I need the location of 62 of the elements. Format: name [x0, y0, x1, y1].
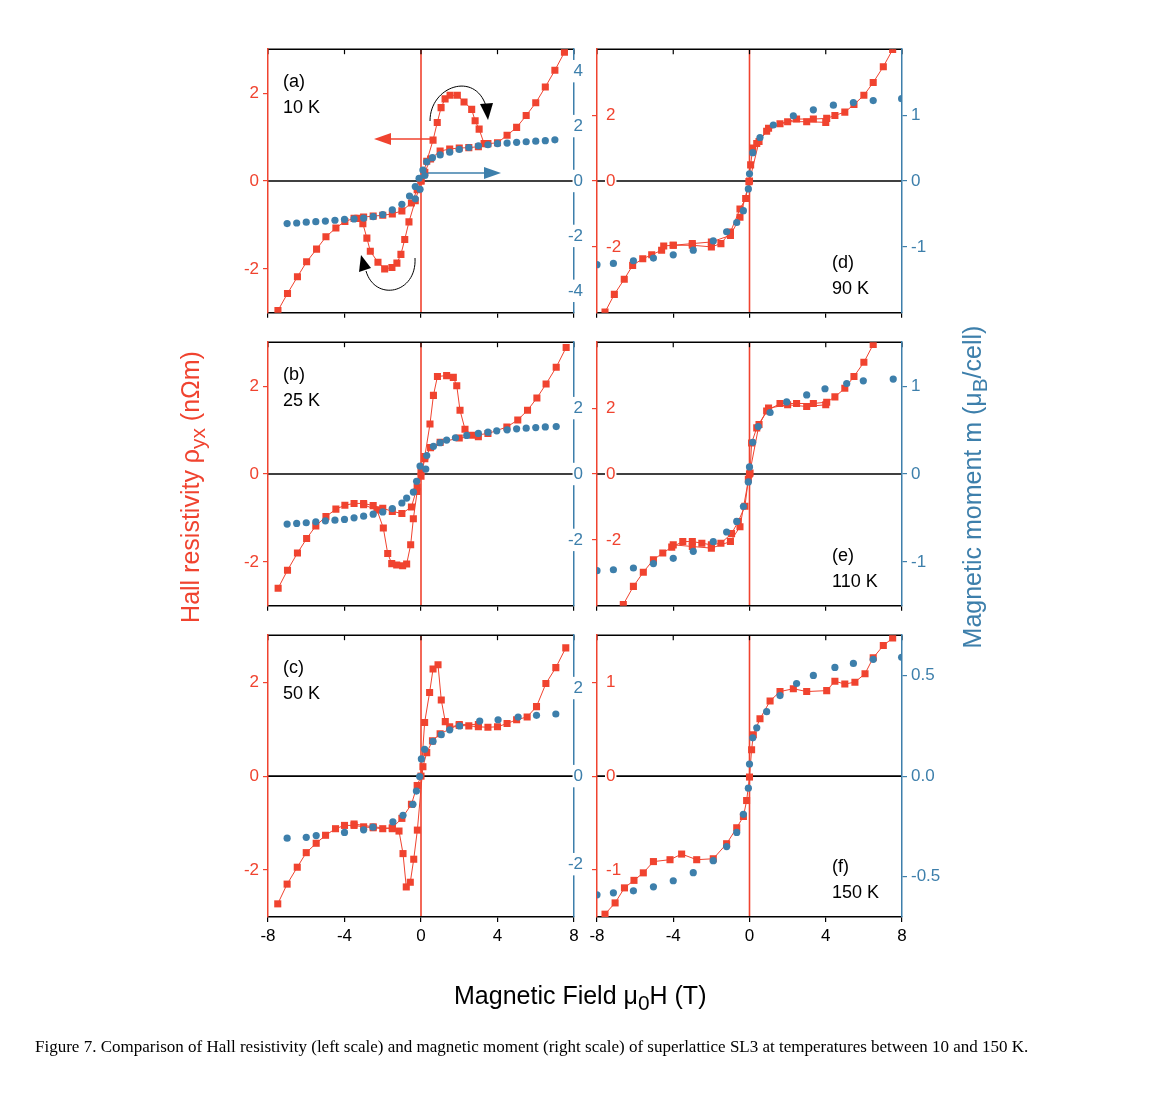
y2-tick-label: 4: [573, 60, 583, 80]
x-tick-label: 4: [492, 925, 503, 945]
y-tick-label: 2: [606, 397, 616, 417]
x-tick-label: -8: [589, 925, 605, 945]
text: 50 K: [283, 683, 321, 704]
text: (d): [832, 251, 854, 272]
x-axis-title: Magnetic Field μ$_{0}$H (T): [454, 981, 707, 1015]
y-tick-label: -2: [606, 236, 622, 256]
y-tick-label: 2: [249, 82, 259, 102]
text: (b): [283, 364, 305, 385]
x-tick-label: 0: [416, 925, 426, 945]
y-tick-label: 0: [606, 463, 616, 483]
x-tick-label: 0: [744, 925, 755, 945]
x-tick-label: -8: [260, 925, 276, 945]
text: (f): [832, 856, 849, 876]
y2-tick-label: 0.0: [911, 765, 935, 785]
caption: Figure 7. Comparison of Hall resistivity (left scale) and magnetic moment (right scale) of superlattice SL3 at temperatures between 10 and 150 K.: [35, 1037, 1030, 1057]
y-tick-label: 2: [606, 104, 616, 124]
y2-tick-label: 1: [911, 375, 921, 395]
y2-tick-label: 0: [573, 170, 583, 190]
y2-tick-label: -2: [567, 529, 583, 549]
y2-tick-label: -4: [567, 280, 583, 300]
y-tick-label: 2: [249, 375, 259, 395]
y-tick-label: 0: [249, 463, 259, 483]
y-tick-label: -2: [243, 258, 259, 278]
text: 90 K: [832, 277, 870, 298]
y-tick-label: -2: [606, 529, 622, 549]
text: (a): [283, 71, 305, 92]
y2-tick-label: 0: [573, 463, 583, 483]
text: 110 K: [832, 570, 878, 591]
y-tick-label: 0: [249, 170, 259, 190]
y-tick-label: 1: [606, 671, 616, 691]
y2-tick-label: -2: [567, 853, 583, 873]
text: 25 K: [283, 390, 321, 411]
y-tick-label: 0: [249, 765, 259, 785]
y2-tick-label: 1: [911, 104, 921, 124]
text: (e): [832, 544, 854, 565]
y2-tick-label: 0: [911, 170, 921, 190]
x-tick-label: 8: [569, 925, 579, 945]
y2-tick-label: 2: [573, 115, 583, 135]
y2-tick-label: 0.5: [911, 665, 935, 685]
y2-tick-label: 2: [573, 677, 583, 697]
y-tick-label: -1: [606, 859, 622, 879]
y2-tick-label: -1: [911, 551, 927, 571]
y-tick-label: 0: [606, 765, 616, 785]
y-tick-label: 2: [249, 671, 259, 691]
y2-tick-label: 0: [911, 463, 921, 483]
y-tick-label: -2: [243, 859, 259, 879]
text: 150 K: [832, 882, 880, 902]
x-tick-label: 4: [821, 925, 831, 945]
y2-tick-label: -0.5: [911, 866, 941, 886]
y2-tick-label: -1: [911, 236, 927, 256]
x-tick-label: -4: [336, 925, 353, 945]
y-tick-label: 0: [606, 170, 616, 190]
y2-tick-label: -2: [567, 225, 583, 245]
x-tick-label: -4: [665, 925, 681, 945]
text: 10 K: [283, 97, 321, 118]
text: (c): [283, 657, 304, 678]
y2-tick-label: 2: [573, 397, 583, 417]
y2-tick-label: 0: [573, 765, 583, 785]
y-tick-label: -2: [243, 551, 259, 571]
x-tick-label: 8: [897, 925, 907, 945]
